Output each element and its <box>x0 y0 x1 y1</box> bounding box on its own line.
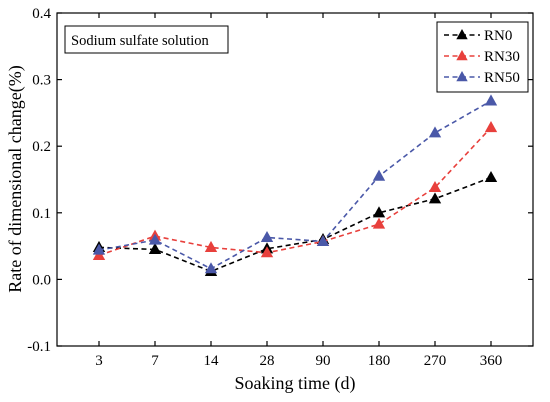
x-axis-title: Soaking time (d) <box>235 373 356 394</box>
legend-label: RN30 <box>484 49 520 65</box>
data-point-rn50 <box>148 233 162 245</box>
legend-label: RN0 <box>484 28 512 44</box>
y-tick-label: 0.2 <box>32 139 51 155</box>
x-tick-label: 28 <box>260 353 275 369</box>
y-tick-label: 0.3 <box>32 73 51 89</box>
annotation-frame <box>64 25 229 54</box>
series-line-rn50 <box>98 100 492 270</box>
legend-marker <box>456 71 468 82</box>
data-point-rn30 <box>484 121 498 133</box>
data-point-rn0 <box>372 206 386 218</box>
x-tick-label: 180 <box>368 353 391 369</box>
legend: RN0 RN30 RN50 <box>436 21 529 93</box>
y-tick-label: 0.1 <box>32 206 51 222</box>
data-point-rn0 <box>484 171 498 183</box>
data-point-rn50 <box>428 126 442 138</box>
annotation-box: Sodium sulfate solution <box>64 25 229 54</box>
y-tick-label: -0.1 <box>27 339 51 355</box>
x-tick-label: 360 <box>480 353 503 369</box>
series-line-rn0 <box>98 176 492 273</box>
data-point-rn0 <box>428 192 442 204</box>
series-layer <box>92 94 498 276</box>
data-point-rn50 <box>372 169 386 181</box>
x-axis: 3 7 14 28 90 180 270 360 <box>95 13 502 369</box>
series-line-rn30 <box>98 127 492 257</box>
legend-label: RN50 <box>484 70 520 86</box>
y-axis: -0.1 0.0 0.1 0.2 0.3 0.4 <box>27 6 533 355</box>
legend-marker <box>456 50 468 61</box>
data-point-rn30 <box>260 246 274 258</box>
data-point-rn30 <box>428 180 442 193</box>
y-axis-title: Rate of dimensional change(%) <box>5 65 26 292</box>
y-tick-label: 0.0 <box>32 272 51 288</box>
annotation-label: Sodium sulfate solution <box>71 33 210 49</box>
x-tick-label: 14 <box>204 353 220 369</box>
legend-marker <box>456 29 468 40</box>
legend-item-rn0: RN0 <box>444 28 512 44</box>
data-point-rn50 <box>316 234 330 246</box>
data-point-rn50 <box>484 94 498 106</box>
legend-item-rn30: RN30 <box>444 49 520 65</box>
plot-frame <box>56 12 534 347</box>
data-point-rn30 <box>204 240 218 252</box>
x-tick-label: 270 <box>424 353 447 369</box>
data-point-rn50 <box>260 230 274 242</box>
series-rn50 <box>92 94 498 274</box>
y-tick-label: 0.4 <box>32 6 51 22</box>
data-point-rn50 <box>204 262 218 274</box>
x-tick-label: 3 <box>95 353 103 369</box>
legend-item-rn50: RN50 <box>444 70 520 86</box>
x-tick-label: 90 <box>316 353 331 369</box>
data-point-rn50 <box>92 243 106 255</box>
data-point-rn30 <box>372 217 386 229</box>
legend-frame <box>436 21 529 93</box>
x-tick-label: 7 <box>151 353 159 369</box>
data-point-rn0 <box>148 242 162 254</box>
